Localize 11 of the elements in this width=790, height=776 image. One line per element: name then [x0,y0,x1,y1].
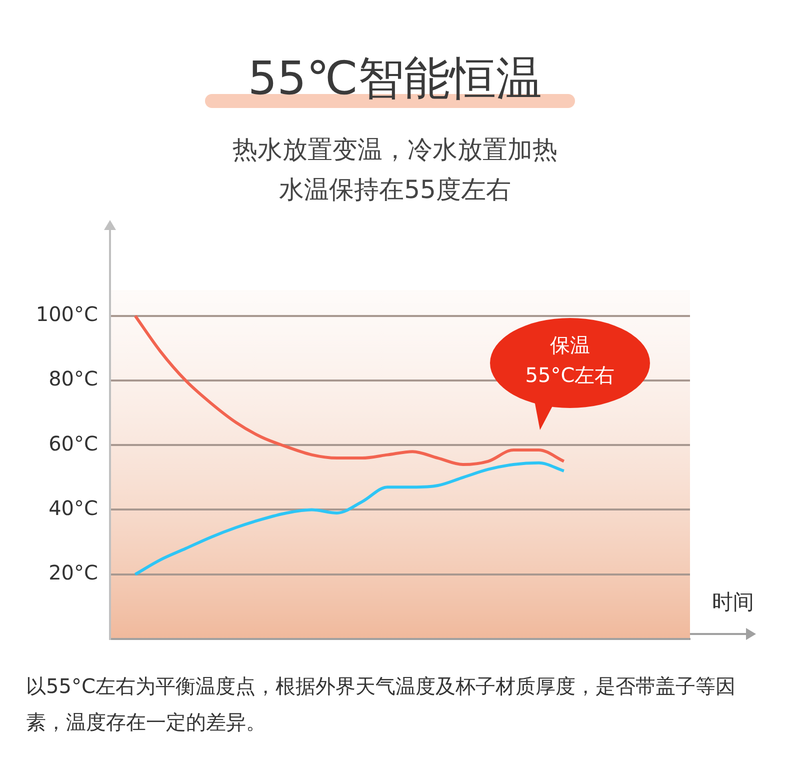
chart-subtitle: 热水放置变温，冷水放置加热水温保持在55度左右 [232,134,558,206]
x-axis-title: 时间 [712,589,754,616]
y-tick-label: 60°C [48,431,98,456]
y-tick-label: 80°C [48,366,98,391]
y-tick-label: 40°C [48,496,98,520]
annotation: 保温 55°C左右 [524,332,616,389]
text: 以55°C左右为平衡温度点，根据外界天气温度及杯子材质厚度，是否带盖子等因素，温度存在一定的差异。 [26,673,736,736]
y-tick-label: 100°C [36,302,98,326]
line-series [134,461,566,576]
y-tick-label: 20°C [48,560,98,585]
chart-title: 55℃智能恒温 [246,50,544,107]
